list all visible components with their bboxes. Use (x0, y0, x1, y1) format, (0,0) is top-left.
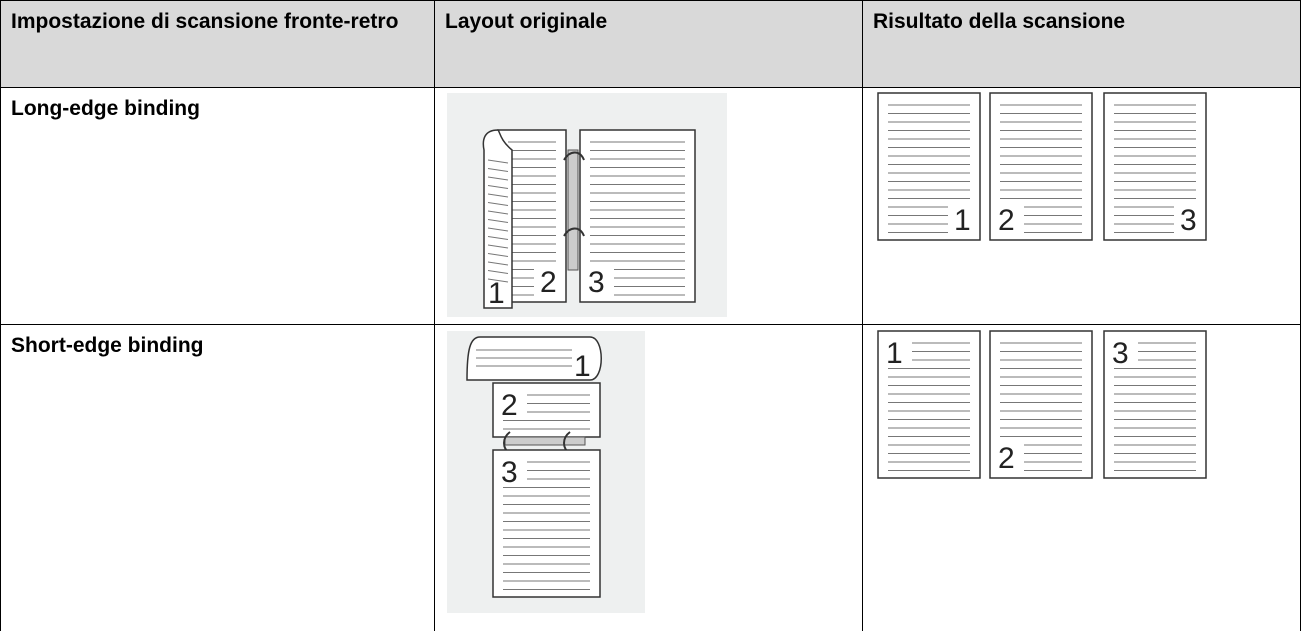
row-label: Short-edge binding (1, 325, 435, 631)
cell (435, 325, 863, 631)
row-label: Long-edge binding (1, 88, 435, 325)
row: Short-edge binding (1, 325, 1301, 631)
header-cell: Risultato della scansione (863, 1, 1301, 88)
cell (435, 88, 863, 325)
header-row: Impostazione di scansione fronte-retro L… (1, 1, 1301, 88)
header-cell: Impostazione di scansione fronte-retro (1, 1, 435, 88)
row: Long-edge binding (1, 88, 1301, 325)
cell (863, 88, 1301, 325)
page: Impostazione di scansione fronte-retro L… (0, 0, 1304, 618)
cell (863, 325, 1301, 631)
header-cell: Layout originale (435, 1, 863, 88)
